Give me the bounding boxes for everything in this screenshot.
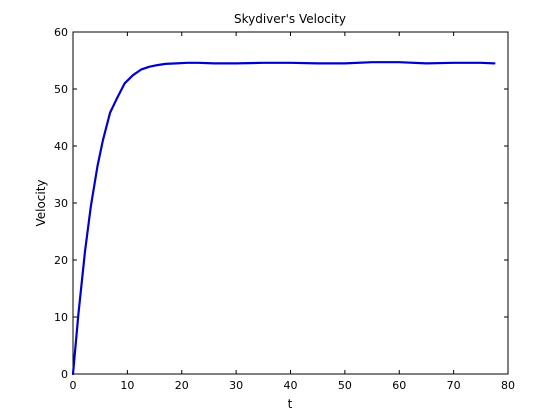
y-tick-label: 10 <box>54 311 68 324</box>
x-tick-label: 60 <box>392 379 406 392</box>
y-tick-label: 50 <box>54 83 68 96</box>
y-tick-label: 30 <box>54 197 68 210</box>
x-tick-label: 80 <box>501 379 515 392</box>
x-tick-label: 40 <box>284 379 298 392</box>
plot-area <box>72 31 509 375</box>
y-tick-label: 40 <box>54 140 68 153</box>
x-axis-label: t <box>288 397 293 411</box>
velocity-series-line <box>71 61 496 376</box>
x-tick-label: 0 <box>70 379 77 392</box>
x-tick-label: 20 <box>175 379 189 392</box>
x-tick-label: 10 <box>120 379 134 392</box>
y-axis-label: Velocity <box>34 179 48 226</box>
y-tick-label: 0 <box>61 368 68 381</box>
ticks-layer: 0 10 20 30 40 50 60 70 80 0 10 20 30 40 50 60 <box>54 26 515 392</box>
x-tick-label: 30 <box>229 379 243 392</box>
x-tick-label: 50 <box>338 379 352 392</box>
y-tick-label: 60 <box>54 26 68 39</box>
chart-title: Skydiver's Velocity <box>234 12 346 26</box>
x-tick-label: 70 <box>447 379 461 392</box>
series-layer <box>71 61 496 376</box>
y-tick-label: 20 <box>54 254 68 267</box>
